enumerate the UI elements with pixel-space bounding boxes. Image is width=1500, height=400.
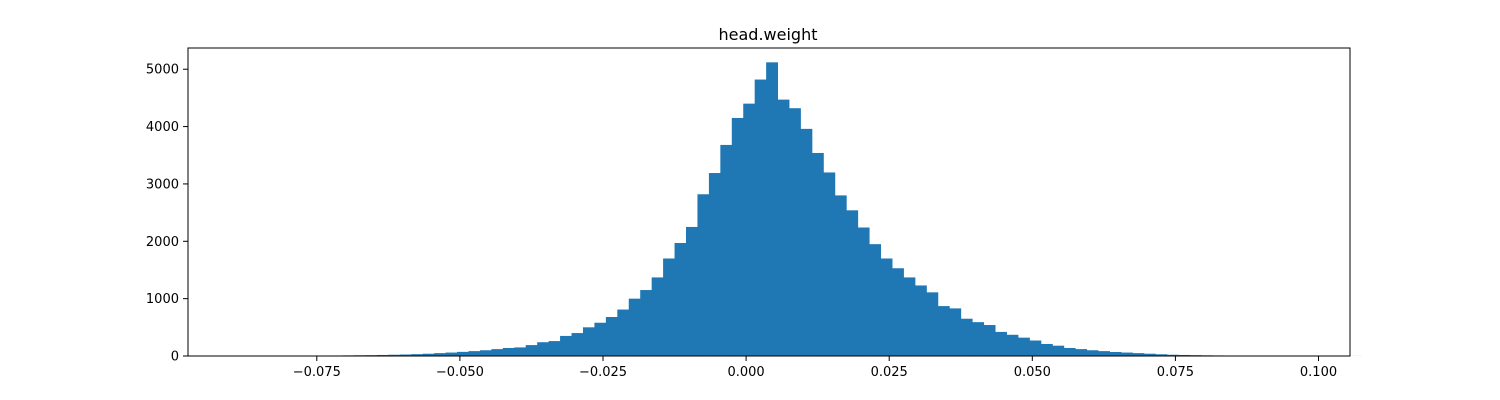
x-tick-label: 0.100 [1300,365,1337,380]
histogram-bar [777,99,790,357]
histogram-bar [422,353,435,356]
x-tick-label: 0.000 [727,365,764,380]
histogram-bar [1086,350,1099,356]
histogram-bar [1052,345,1065,356]
histogram-bar [434,353,446,356]
histogram-bar [789,108,801,356]
histogram-bar [720,144,733,356]
histogram-bar [960,318,973,356]
histogram-bar [857,227,870,356]
x-tick-label: 0.075 [1157,365,1194,380]
histogram-bar [903,277,916,356]
x-tick-label: −0.050 [436,365,484,380]
y-tick-label: 0 [171,350,179,365]
x-tick-label: 0.025 [871,365,908,380]
histogram-bars [216,62,1362,357]
histogram-bar [651,277,664,356]
histogram-bar [628,298,641,356]
histogram-bar [502,347,515,356]
y-tick-label: 2000 [146,235,179,250]
histogram-bar [594,322,607,356]
histogram-bar [674,243,687,356]
histogram-bar [766,62,778,357]
histogram-bar [1121,352,1133,356]
histogram-bar [1143,353,1156,356]
histogram-bar [491,349,504,356]
histogram-bar [457,351,469,356]
histogram-bar [399,354,412,356]
histogram-bar [1029,340,1042,356]
y-tick-label: 1000 [146,292,179,307]
histogram-bar [880,258,893,356]
chart-title: head.weight [719,25,818,44]
histogram-bar [1166,354,1179,356]
histogram-bar [640,290,653,356]
histogram-bar [834,195,847,356]
histogram-bar [926,292,939,356]
histogram-bar [1018,337,1030,356]
histogram-bar [697,194,710,356]
histogram-bar [754,79,767,357]
histogram-bar [823,172,836,356]
histogram-bar [937,306,950,356]
plot-area-frame [187,47,1351,357]
y-tick-label: 5000 [146,63,179,78]
histogram-bar [560,335,572,356]
histogram-bar [686,226,698,356]
histogram-bar [708,173,721,356]
histogram-bar [1132,353,1145,356]
histogram-bar [949,308,962,356]
histogram-bar [811,152,824,356]
histogram-bar [617,309,630,356]
histogram-bar [548,341,561,356]
histogram-bar [376,354,389,356]
histogram-bar [605,317,618,356]
histogram-bar [663,258,675,356]
histogram-bar [1075,349,1088,356]
histogram-bar [1098,351,1110,356]
histogram-bar [1155,354,1168,356]
histogram-bar [983,325,996,356]
histogram-bar [731,117,744,356]
histogram-bar [869,244,882,356]
histogram-bar [411,354,424,356]
x-tick-label: −0.075 [293,365,341,380]
histogram-bar [1178,354,1191,356]
histogram-bar [445,352,458,356]
histogram-bar [571,333,584,356]
x-tick-label: −0.025 [579,365,627,380]
histogram-bar [1109,351,1122,356]
histogram-bar [800,128,813,356]
histogram-bar [972,322,985,356]
x-axis: −0.075 −0.050 −0.025 0.000 0.025 0.050 0.075 0.… [293,356,1337,380]
histogram-bar [1063,347,1076,356]
histogram-bar [582,327,595,356]
x-tick-label: 0.050 [1014,365,1051,380]
histogram-bar [1040,343,1053,356]
y-tick-label: 4000 [146,120,179,135]
y-tick-label: 3000 [146,177,179,192]
histogram-bar [743,103,756,356]
histogram-bar [846,210,859,356]
histogram-bar [479,350,492,356]
histogram-bar [1006,334,1019,356]
histogram-bar [514,347,527,356]
histogram-bar [388,354,401,356]
y-axis: 0 1000 2000 3000 4000 5000 [146,63,188,365]
histogram-bar [525,345,538,356]
histogram-bar [914,285,927,356]
histogram-bar [537,342,550,356]
histogram-bar [995,331,1007,356]
histogram-bar [468,351,481,356]
histogram-bar [892,268,904,356]
